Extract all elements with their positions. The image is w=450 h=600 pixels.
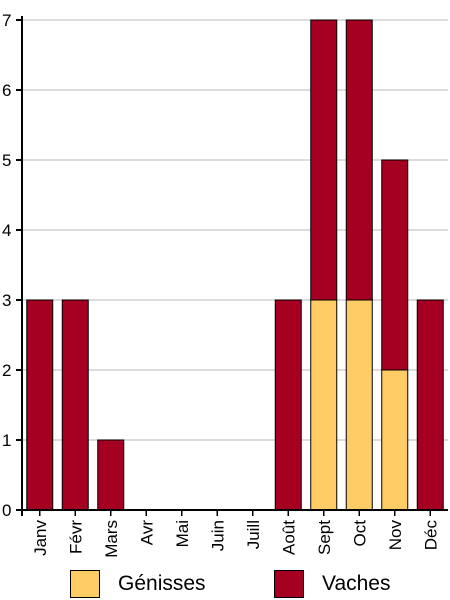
bar-vaches <box>26 299 54 511</box>
y-tick-label: 6 <box>2 81 11 100</box>
bar-vaches <box>416 299 444 511</box>
x-tick-label: Juill <box>244 520 263 549</box>
legend-label-vaches: Vaches <box>322 572 391 595</box>
legend-label-genisses: Génisses <box>118 572 206 595</box>
x-tick-label: Juin <box>208 520 227 551</box>
x-tick-label: Mai <box>173 520 192 547</box>
y-tick-label: 1 <box>2 431 11 450</box>
y-tick-label: 0 <box>2 501 11 520</box>
x-tick-label: Août <box>279 520 298 555</box>
legend-item-genisses: Génisses <box>70 570 206 598</box>
y-tick-label: 7 <box>2 11 11 30</box>
bar-vaches <box>274 299 302 511</box>
bar-vaches <box>310 19 338 301</box>
bar-vaches <box>61 299 89 511</box>
x-tick-label: Janv <box>31 520 50 556</box>
bar-vaches <box>97 439 125 511</box>
bar-vaches <box>381 159 409 371</box>
x-tick-label: Déc <box>421 520 440 551</box>
y-tick-label: 4 <box>2 221 11 240</box>
bar-genisses <box>310 299 338 511</box>
x-tick-label: Mars <box>102 520 121 558</box>
x-tick-label: Févr <box>66 520 85 554</box>
legend-swatch-genisses <box>70 570 100 598</box>
stacked-bar-chart: 0 1 2 3 4 5 6 7 Janv Févr Mars Avr Mai Juin Juill Août S… <box>2 11 448 558</box>
bar-vaches <box>345 19 373 301</box>
y-tick-label: 3 <box>2 291 11 310</box>
legend-item-vaches: Vaches <box>274 570 391 598</box>
legend: Génisses Vaches <box>0 568 450 600</box>
y-tick-label: 2 <box>2 361 11 380</box>
bar-genisses <box>345 299 373 511</box>
x-tick-label: Sept <box>315 520 334 555</box>
y-tick-label: 5 <box>2 151 11 170</box>
bar-genisses <box>381 369 409 511</box>
legend-swatch-vaches <box>274 570 304 598</box>
x-tick-label: Nov <box>386 520 405 551</box>
x-tick-label: Oct <box>350 520 369 547</box>
x-tick-label: Avr <box>137 520 156 546</box>
